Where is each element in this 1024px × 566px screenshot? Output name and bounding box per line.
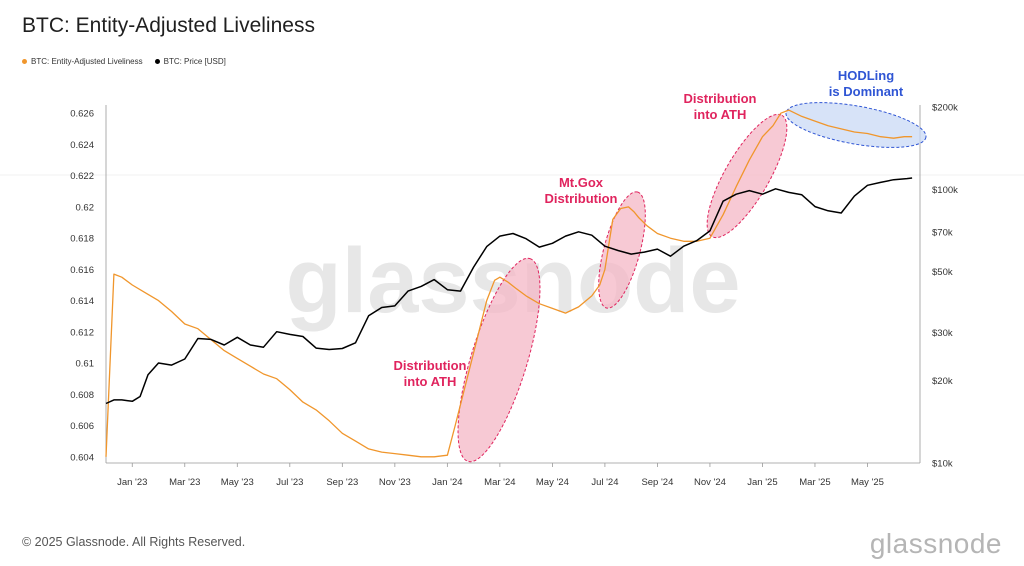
- legend: BTC: Entity-Adjusted Liveliness BTC: Pri…: [22, 57, 226, 66]
- y-right-tick-label: $50k: [932, 267, 953, 278]
- y-right-tick-label: $30k: [932, 328, 953, 339]
- x-tick-label: May '24: [536, 477, 569, 488]
- highlight-ellipse-distribution-2025: [706, 113, 788, 239]
- legend-label-price: BTC: Price [USD]: [163, 57, 226, 66]
- x-tick-label: Jul '23: [276, 477, 303, 488]
- x-tick-label: Mar '23: [169, 477, 200, 488]
- y-left-tick-label: 0.624: [70, 140, 94, 151]
- y-left-tick-label: 0.622: [70, 171, 94, 182]
- y-left-tick-label: 0.61: [76, 359, 95, 370]
- annotation-label: Mt.Gox: [559, 175, 604, 190]
- annotation-label: Distribution: [545, 191, 618, 206]
- annotation-label: into ATH: [404, 374, 457, 389]
- highlight-ellipse-distribution-2024: [457, 257, 541, 463]
- y-right-tick-label: $70k: [932, 227, 953, 238]
- y-left-tick-label: 0.606: [70, 421, 94, 432]
- y-left-tick-label: 0.616: [70, 265, 94, 276]
- legend-dot-price: [154, 59, 160, 64]
- x-tick-label: Jul '24: [591, 477, 618, 488]
- annotation-label: Distribution: [684, 91, 757, 106]
- x-tick-label: Nov '24: [694, 477, 726, 488]
- x-tick-label: Jan '25: [747, 477, 777, 488]
- annotation-label: into ATH: [694, 107, 747, 122]
- annotation-label: is Dominant: [829, 84, 904, 99]
- copyright-footer: © 2025 Glassnode. All Rights Reserved.: [22, 535, 246, 549]
- x-tick-label: Mar '24: [484, 477, 515, 488]
- y-left-tick-label: 0.618: [70, 234, 94, 245]
- y-left-tick-label: 0.626: [70, 109, 94, 120]
- legend-label-liveliness: BTC: Entity-Adjusted Liveliness: [31, 57, 143, 66]
- legend-dot-liveliness: [22, 59, 27, 64]
- annotation-label: Distribution: [394, 358, 467, 373]
- series-line-price: [105, 177, 913, 405]
- y-right-tick-label: $200k: [932, 103, 958, 114]
- annotation-label: HODLing: [838, 68, 894, 83]
- legend-item-price[interactable]: BTC: Price [USD]: [154, 57, 226, 66]
- x-tick-label: Sep '24: [641, 477, 673, 488]
- x-tick-label: May '25: [851, 477, 884, 488]
- x-tick-label: Nov '23: [379, 477, 411, 488]
- y-left-tick-label: 0.612: [70, 327, 94, 338]
- x-tick-label: Sep '23: [326, 477, 358, 488]
- glassnode-logo: glassnode: [869, 528, 1002, 559]
- series-line-liveliness: [105, 109, 913, 458]
- y-left-tick-label: 0.604: [70, 452, 94, 463]
- y-left-tick-label: 0.608: [70, 390, 94, 401]
- y-left-tick-label: 0.614: [70, 296, 94, 307]
- y-left-tick-label: 0.62: [76, 202, 95, 213]
- x-tick-label: Mar '25: [799, 477, 830, 488]
- legend-item-liveliness[interactable]: BTC: Entity-Adjusted Liveliness: [22, 57, 143, 66]
- x-tick-label: Jan '23: [117, 477, 147, 488]
- y-right-tick-label: $10k: [932, 459, 953, 470]
- y-right-tick-label: $100k: [932, 185, 958, 196]
- chart-title: BTC: Entity-Adjusted Liveliness: [22, 14, 315, 37]
- highlight-ellipse-hodling: [785, 102, 927, 148]
- x-tick-label: Jan '24: [432, 477, 462, 488]
- x-tick-label: May '23: [221, 477, 254, 488]
- y-right-tick-label: $20k: [932, 376, 953, 387]
